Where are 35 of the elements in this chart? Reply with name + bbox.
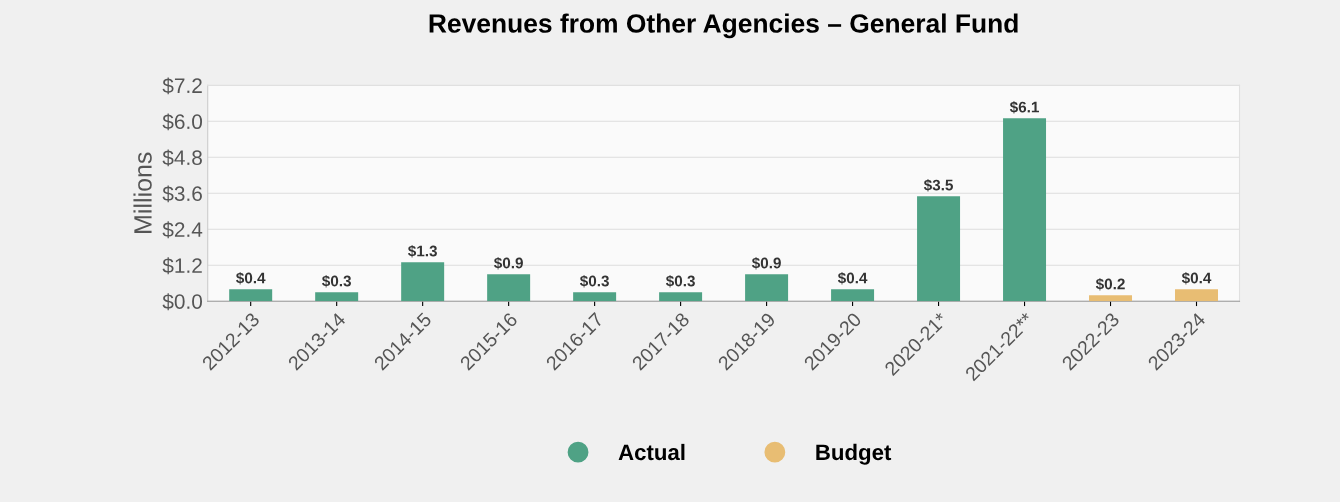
y-tick-label: $4.8 [162, 149, 202, 167]
bar [1175, 289, 1218, 302]
data-label: $0.9 [751, 256, 781, 270]
data-label: $0.4 [236, 271, 266, 285]
chart-title: Revenues from Other Agencies – General Fund [429, 13, 1018, 39]
y-tick-label: $3.6 [162, 185, 202, 203]
bar [1003, 118, 1047, 302]
data-label: $0.3 [579, 274, 609, 288]
bar [229, 289, 273, 302]
y-tick-label: $2.4 [162, 221, 203, 239]
bar [917, 196, 961, 302]
data-label: $0.3 [665, 274, 695, 288]
data-label: $0.4 [837, 271, 868, 285]
y-tick-label: $1.2 [162, 257, 202, 275]
data-label: $0.3 [322, 274, 351, 288]
data-label: $0.2 [1095, 277, 1125, 291]
bar [315, 292, 359, 302]
bar [401, 262, 445, 302]
legend-label: Actual [618, 443, 685, 461]
y-tick-label: $7.2 [162, 77, 202, 95]
data-label: $6.1 [1009, 101, 1039, 114]
data-label: $0.9 [493, 256, 523, 270]
y-tick-label: $0.0 [162, 293, 203, 311]
bar [745, 274, 789, 302]
bar [573, 292, 617, 302]
bar [487, 274, 531, 302]
data-label: $0.4 [1181, 271, 1212, 285]
legend-label: Budget [816, 443, 892, 465]
data-label: $3.5 [923, 178, 953, 192]
bar [659, 292, 703, 302]
y-axis-title: Millions [133, 152, 152, 233]
data-label: $1.3 [407, 244, 437, 258]
bar [1089, 295, 1133, 302]
y-tick-label: $6.0 [162, 113, 203, 131]
bar [831, 289, 875, 302]
